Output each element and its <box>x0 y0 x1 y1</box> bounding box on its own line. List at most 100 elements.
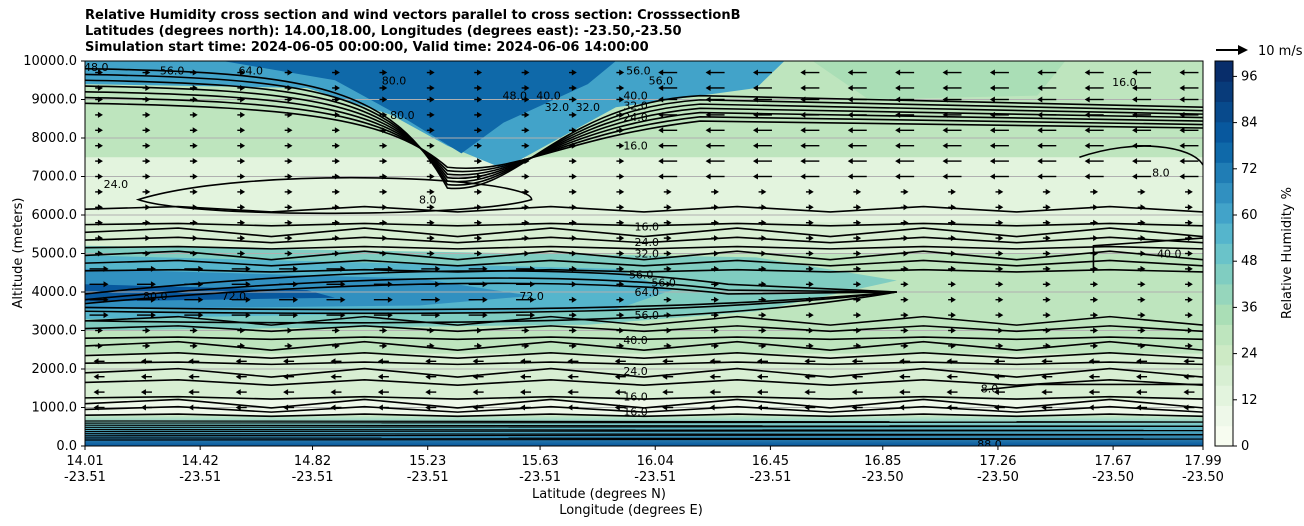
contour-label: 64.0 <box>635 286 660 299</box>
colorbar-tick-label: 72 <box>1241 162 1258 177</box>
wind-vector <box>237 69 246 76</box>
field-dry-layer <box>85 157 1203 223</box>
wind-vector <box>1090 281 1099 288</box>
wind-vector-head <box>666 219 672 226</box>
wind-vector-head <box>666 188 672 195</box>
wind-vector-head <box>382 69 388 76</box>
wind-vector <box>569 69 577 76</box>
wind-vector-head <box>800 127 806 134</box>
wind-vector-head <box>619 173 625 180</box>
wind-vector <box>279 296 299 303</box>
wind-vector-head <box>851 373 857 380</box>
wind-vector-head <box>619 296 625 303</box>
wind-vector <box>1183 404 1195 411</box>
wind-vector-head <box>334 204 340 211</box>
wind-vector <box>426 142 435 149</box>
wind-vector <box>1042 312 1051 319</box>
wind-vector-head <box>666 327 672 334</box>
wind-vector <box>569 342 577 349</box>
wind-vector <box>235 389 247 396</box>
wind-vector-head <box>847 173 853 180</box>
wind-vector <box>474 204 483 211</box>
wind-vector-head <box>429 204 435 211</box>
wind-vector-head <box>97 96 103 103</box>
contour-lines <box>85 67 1203 441</box>
wind-vector <box>663 250 672 257</box>
wind-vector-head <box>1093 188 1099 195</box>
wind-vector-head <box>903 342 909 349</box>
wind-vector <box>1041 373 1053 380</box>
wind-vector-head <box>946 358 952 365</box>
wind-vector <box>426 204 435 211</box>
wind-vector-head <box>895 127 901 134</box>
wind-vector <box>900 204 909 211</box>
wind-vector <box>474 235 483 242</box>
wind-vector-head <box>942 96 948 103</box>
wind-vector <box>711 296 719 303</box>
wind-vector <box>616 173 625 180</box>
contour-label: 40.0 <box>536 90 561 103</box>
wind-vector <box>474 342 483 349</box>
contour-line <box>85 421 1203 424</box>
wind-vector <box>800 69 820 76</box>
wind-vector-head <box>245 296 251 303</box>
wind-vector-head <box>145 250 151 257</box>
wind-vector <box>900 188 909 195</box>
wind-vector-head <box>998 342 1004 349</box>
x-tick-label-lon: -23.51 <box>634 470 676 485</box>
wind-vector <box>1185 296 1193 303</box>
wind-vector-head <box>804 404 810 411</box>
wind-vector <box>377 358 389 365</box>
wind-vector <box>468 296 488 303</box>
wind-vector <box>188 389 200 396</box>
wind-vector <box>474 173 483 180</box>
wind-vector-head <box>240 188 246 195</box>
wind-vector <box>521 235 530 242</box>
wind-vector <box>847 111 867 118</box>
contour-label: 32.0 <box>576 101 601 114</box>
wind-vector <box>332 158 340 165</box>
wind-vector <box>616 204 625 211</box>
wind-vector-head <box>240 235 246 242</box>
wind-vector-head <box>145 219 151 226</box>
wind-vector-head <box>1179 173 1185 180</box>
wind-vector <box>189 158 198 165</box>
wind-vector-head <box>756 389 762 396</box>
wind-vector-head <box>567 358 573 365</box>
wind-vector <box>189 342 198 349</box>
wind-vector <box>569 96 577 103</box>
wind-vector <box>142 342 151 349</box>
wind-vector <box>800 127 820 134</box>
wind-vector-head <box>1140 188 1146 195</box>
chart-title: Relative Humidity cross section and wind… <box>85 8 741 56</box>
wind-vector-head <box>1187 296 1193 303</box>
wind-vector <box>705 127 725 134</box>
wind-vector <box>946 373 958 380</box>
wind-vector-head <box>856 327 862 334</box>
wind-vector <box>1179 158 1199 165</box>
wind-vector <box>136 296 156 303</box>
contour-line <box>1092 237 1203 273</box>
wind-vector-head <box>287 158 293 165</box>
wind-vector <box>231 281 251 288</box>
wind-vector-head <box>903 219 909 226</box>
colorbar-segment <box>1215 385 1233 406</box>
wind-vector <box>1090 219 1099 226</box>
wind-vector <box>663 235 672 242</box>
wind-vector <box>1084 158 1104 165</box>
wind-vector <box>805 219 814 226</box>
wind-vector-head <box>903 312 909 319</box>
colorbar-segment <box>1215 243 1233 265</box>
wind-vector <box>1132 173 1152 180</box>
wind-vector-head <box>950 312 956 319</box>
wind-vector <box>1183 389 1195 396</box>
contour-label: 32.0 <box>635 248 660 261</box>
wind-vector-head <box>614 389 620 396</box>
wind-vector-head <box>998 204 1004 211</box>
wind-vector-head <box>1084 127 1090 134</box>
wind-vector-head <box>382 235 388 242</box>
wind-vector-head <box>1132 96 1138 103</box>
wind-vector-head <box>524 219 530 226</box>
wind-vector-head <box>482 265 488 272</box>
wind-vector-head <box>761 188 767 195</box>
